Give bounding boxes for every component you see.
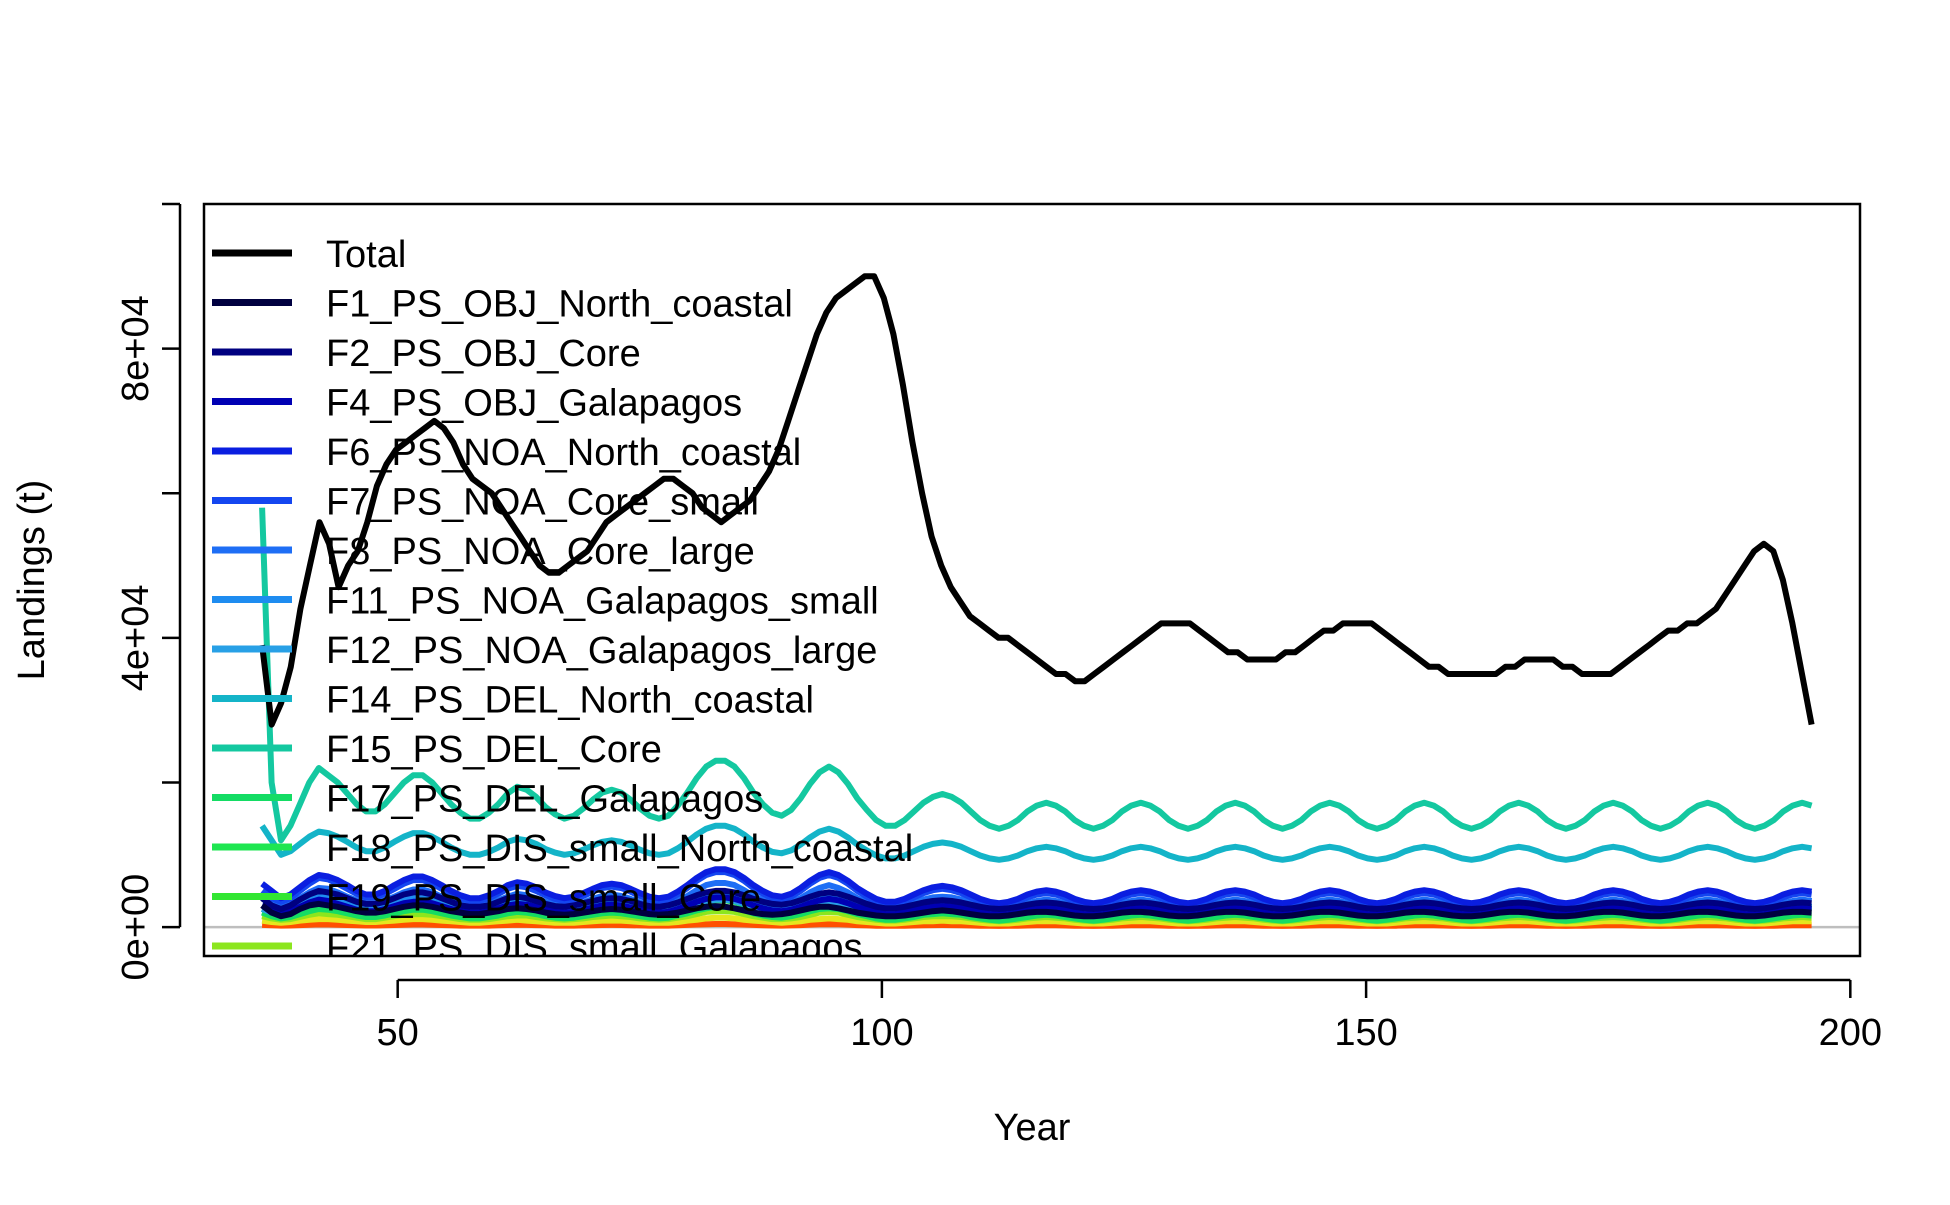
axes: 50 100 150 200 0e+00 4e+04 8e+04 [115,202,1882,1054]
series-layer [259,273,1815,929]
legend-label: F15_PS_DEL_Core [326,729,662,771]
x-tick-label: 100 [850,1012,913,1054]
legend-label: F21_PS_DIS_small_Galapagos [326,927,863,969]
legend-label: F12_PS_NOA_Galapagos_large [326,630,877,672]
series-line-total [259,273,1815,728]
x-tick-label: 50 [377,1012,419,1054]
series-line-f14-ps-del-north-coastal [259,822,1813,863]
legend-label: F17_PS_DEL_Galapagos [326,779,763,821]
legend-label: F18_PS_DIS_small_North_coastal [326,828,913,870]
x-tick-label: 150 [1334,1012,1397,1054]
series-line-f17-ps-del-galapagos [261,903,1812,924]
plot-frame [202,202,1862,958]
series-line-f2-ps-obj-core [260,887,1812,912]
x-tick-label: 200 [1819,1012,1882,1054]
legend: Total F1_PS_OBJ_North_coastal F2_PS_OBJ_Co… [212,234,913,969]
y-axis-label: Landings (t) [11,480,53,681]
legend-label: F8_PS_NOA_Core_large [326,531,755,573]
legend-label: F1_PS_OBJ_North_coastal [326,284,793,326]
y-tick-label: 8e+04 [115,295,157,402]
legend-label: F19_PS_DIS_small_Core [326,878,761,920]
legend-label: F14_PS_DEL_North_coastal [326,680,814,722]
x-axis-label: Year [994,1107,1071,1149]
y-tick-label: 0e+00 [115,874,157,981]
legend-label: F2_PS_OBJ_Core [326,333,641,375]
y-tick-label: 4e+04 [115,584,157,691]
legend-label: F4_PS_OBJ_Galapagos [326,383,742,425]
legend-label: F11_PS_NOA_Galapagos_small [326,581,879,623]
legend-label: Total [326,234,406,276]
legend-label: F6_PS_NOA_North_coastal [326,432,801,474]
series-line-f1-ps-obj-north-coastal [260,900,1812,920]
legend-label: F7_PS_NOA_Core_small [326,482,759,524]
series-line-f15-ps-del-core [259,507,1813,844]
series-line-f6-ps-noa-north-coastal [260,866,1813,907]
